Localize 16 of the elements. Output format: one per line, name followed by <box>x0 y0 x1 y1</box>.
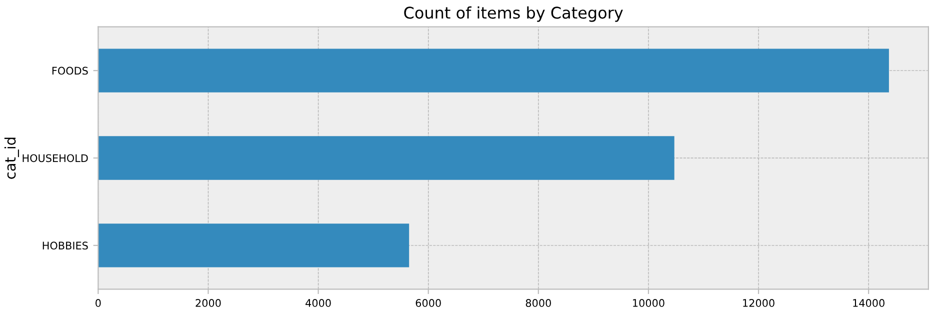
y-tick-label: HOUSEHOLD <box>22 154 88 162</box>
x-tick-label: 14000 <box>853 299 884 307</box>
x-tick-label: 0 <box>96 299 101 307</box>
x-tick-label: 2000 <box>196 299 221 307</box>
x-tick-label: 8000 <box>526 299 551 307</box>
x-tick-label: 12000 <box>743 299 774 307</box>
chart-title: Count of items by Category <box>404 6 623 22</box>
bar <box>98 224 410 268</box>
y-axis-title: cat_id <box>4 138 19 179</box>
y-tick-label: HOBBIES <box>42 242 88 250</box>
bar <box>98 136 674 180</box>
y-tick-label: FOODS <box>52 66 88 75</box>
x-tick-label: 6000 <box>416 299 441 307</box>
x-tick-label: 10000 <box>633 299 664 307</box>
x-tick-label: 4000 <box>306 299 331 307</box>
bar <box>98 48 889 92</box>
